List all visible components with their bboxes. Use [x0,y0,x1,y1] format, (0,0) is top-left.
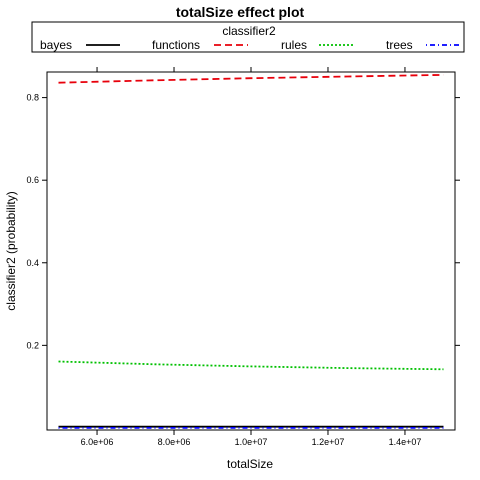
y-tick-label: 0.4 [26,258,39,268]
x-axis: 6.0e+06 8.0e+06 1.0e+07 1.2e+07 1.4e+07 [81,67,422,447]
series-line-rules [58,360,444,371]
legend: classifier2 bayes functions rules trees [31,21,465,53]
legend-label-trees: trees [386,38,413,52]
x-tick-label: 6.0e+06 [81,437,114,447]
x-tick-label: 1.2e+07 [312,437,345,447]
chart-title: totalSize effect plot [176,4,305,20]
y-axis: 0.2 0.4 0.6 0.8 [26,93,460,350]
legend-label-functions: functions [152,38,200,52]
series-lines [58,74,444,429]
legend-label-bayes: bayes [40,38,72,52]
x-axis-label: totalSize [227,457,273,471]
y-tick-label: 0.8 [26,93,39,103]
legend-box [31,21,465,53]
y-tick-label: 0.6 [26,175,39,185]
x-tick-label: 1.0e+07 [235,437,268,447]
y-axis-label: classifier2 (probability) [4,191,18,310]
plot-frame [46,71,456,431]
x-tick-label: 1.4e+07 [389,437,422,447]
x-tick-label: 8.0e+06 [158,437,191,447]
series-line-functions [58,74,444,84]
legend-title: classifier2 [222,24,276,38]
y-tick-label: 0.2 [26,340,39,350]
legend-label-rules: rules [281,38,307,52]
